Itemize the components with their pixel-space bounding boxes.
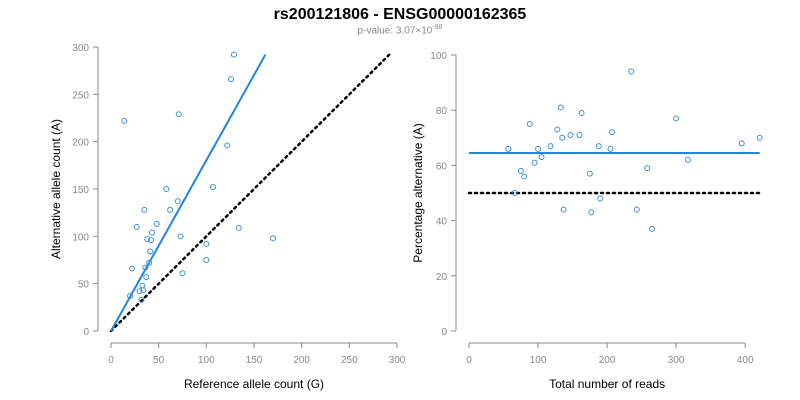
right-y-tick-label: 20 [436,272,448,283]
right-data-point [576,132,583,139]
left-data-point [163,186,170,192]
left-x-tick-label: 0 [108,355,114,366]
right-data-point [505,145,512,152]
right-y-tick-label: 40 [436,217,448,228]
right-data-point [559,134,566,141]
right-data-point [673,115,680,122]
right-data-point [607,145,614,152]
left-data-point [141,206,148,213]
left-x-tick-label: 250 [341,355,358,366]
right-data-point [554,126,561,133]
left-y-tick-label: 150 [72,185,89,196]
right-data-point [517,167,524,174]
left-data-point [139,282,146,289]
left-data-point [153,221,160,228]
right-x-tick-label: 400 [737,355,754,366]
left-data-point [175,111,182,118]
left-data-point [146,259,153,266]
left-y-tick-label: 250 [72,90,89,101]
right-data-point [526,121,533,127]
left-x-tick-label: 200 [293,355,310,366]
left-x-tick-label: 150 [246,355,263,366]
right-y-tick-label: 80 [436,106,448,117]
left-data-point [270,235,277,242]
left-data-point [177,233,184,240]
left-data-point [174,198,181,205]
right-data-point [588,209,595,216]
left-data-point [133,223,140,230]
left-data-point [127,292,134,299]
right-data-point [511,190,518,196]
right-data-point [531,159,538,166]
left-data-point [203,257,210,263]
left-y-tick-label: 100 [72,232,89,243]
left-reference-line [109,53,391,333]
right-data-point [560,206,567,213]
left-data-point [179,270,186,277]
left-y-axis-label: Alternative allele count (A) [49,119,63,259]
left-data-point [228,76,235,83]
left-data-point [167,206,174,213]
right-x-tick-label: 300 [668,355,685,366]
left-data-point [138,296,145,303]
right-x-tick-label: 100 [530,355,547,366]
left-fit-line [110,54,267,332]
left-data-point [148,237,155,244]
right-x-axis-label: Total number of reads [549,377,665,391]
p-value-exponent: -98 [432,24,443,31]
right-data-point [644,165,651,172]
right-data-point [557,104,564,111]
right-data-point [567,132,574,139]
right-data-point [738,140,745,147]
left-x-tick-label: 300 [389,355,406,366]
left-x-tick-label: 50 [153,355,165,366]
left-y-tick-label: 50 [78,280,90,291]
left-y-tick-label: 200 [72,138,89,149]
right-data-point [538,154,545,161]
right-data-point [586,170,593,177]
left-data-point [147,248,154,255]
chart-title: rs200121806 - ENSG00000162365 [273,6,527,23]
p-value-prefix: p-value: 3.07×10 [357,25,433,37]
left-data-point [203,240,210,247]
left-data-point [142,264,149,271]
right-data-point [597,195,604,202]
left-data-point [148,229,155,236]
left-y-tick-label: 0 [83,327,89,338]
right-y-axis-label: Percentage alternative (A) [411,123,425,262]
right-x-tick-label: 0 [466,355,472,366]
right-data-point [578,109,585,116]
right-data-point [684,156,691,163]
chart-subtitle: p-value: 3.07×10-98 [0,24,800,36]
left-data-point [121,117,128,124]
left-data-point [230,51,237,58]
left-data-point [144,236,151,243]
right-data-point [628,68,635,75]
left-data-point [210,184,217,191]
right-data-point [535,145,542,152]
right-y-tick-label: 100 [430,51,447,62]
left-data-point [224,142,231,149]
left-x-axis-label: Reference allele count (G) [184,377,324,391]
left-data-point [143,274,150,281]
right-x-tick-label: 200 [599,355,616,366]
left-data-point [128,265,135,272]
right-data-point [547,143,554,150]
right-data-point [756,134,763,141]
left-data-point [136,288,143,295]
left-y-tick-label: 300 [72,43,89,54]
left-data-point [235,224,242,231]
right-y-tick-label: 0 [441,327,447,338]
right-y-tick-label: 60 [436,161,448,172]
right-data-point [633,206,640,213]
left-data-point [140,287,147,294]
right-data-point [595,143,602,150]
right-data-point [521,173,528,180]
right-data-point [648,225,655,232]
right-data-point [608,129,615,136]
left-x-tick-label: 100 [198,355,215,366]
